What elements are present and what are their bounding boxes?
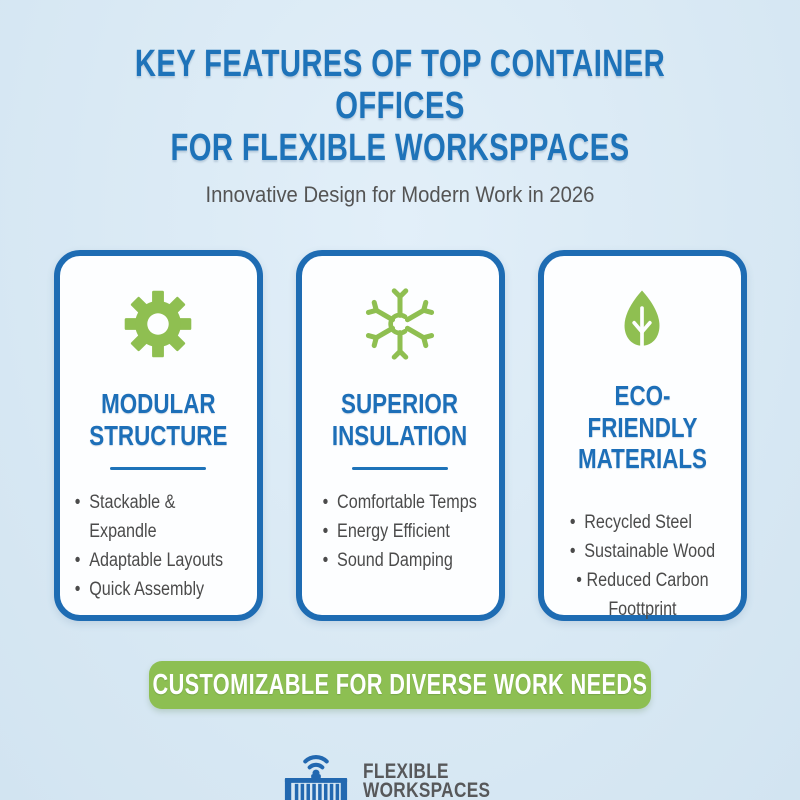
- card-title: SUPERIOR INSULATION: [332, 388, 468, 451]
- customizable-banner: CUSTOMIZABLE FOR DIVERSE WORK NEEDS: [149, 661, 651, 710]
- header: KEY FEATURES OF TOP CONTAINER OFFICES FO…: [0, 0, 800, 208]
- bullet-dot: •: [74, 579, 80, 601]
- bullet-dot: •: [322, 521, 329, 543]
- card-modular-structure: MODULAR STRUCTURE • Stackable & Expandle …: [53, 250, 263, 622]
- logo-line2: WORKSPACES: [362, 778, 491, 800]
- logo-line1: FLEXIBLE: [362, 759, 449, 783]
- card-bullet-list: • Comfortable Temps • Energy Efficient • So…: [323, 488, 477, 575]
- banner-label: CUSTOMIZABLE FOR DIVERSE WORK NEEDS: [152, 668, 648, 701]
- bullet-item: • Reduced Carbon Foottprint: [575, 570, 709, 621]
- bullet-dot: •: [569, 541, 576, 563]
- bullet-item: • Adaptable Layouts: [74, 546, 241, 575]
- bullet-item: • Stackable & Expandle: [74, 488, 241, 546]
- bullet-item: • Sound Damping: [323, 546, 477, 575]
- container-wifi-icon: [282, 742, 350, 800]
- page-subtitle: Innovative Design for Modern Work in 202…: [205, 182, 595, 208]
- snowflake-icon: [364, 286, 436, 362]
- bullet-dot: •: [322, 492, 329, 514]
- bullet-item: • Recycled Steel: [569, 508, 714, 537]
- bullet-dot: •: [569, 512, 576, 534]
- bullet-item: • Sustainable Wood: [569, 537, 714, 566]
- card-divider: [352, 467, 448, 471]
- card-title: MODULAR STRUCTURE: [88, 388, 228, 451]
- gear-icon: [121, 286, 195, 362]
- card-superior-insulation: SUPERIOR INSULATION • Comfortable Temps •…: [295, 250, 505, 622]
- bullet-item: • Energy Efficient: [323, 517, 477, 546]
- bullet-dot: •: [575, 570, 582, 592]
- leaf-icon: [619, 286, 665, 354]
- page-title: KEY FEATURES OF TOP CONTAINER OFFICES FO…: [134, 43, 666, 169]
- bullet-item: • Quick Assembly: [74, 575, 241, 604]
- logo-wordmark: FLEXIBLE WORKSPACES: [362, 759, 491, 800]
- bullet-dot: •: [322, 550, 329, 572]
- bullet-dot: •: [74, 550, 80, 572]
- bullet-dot: •: [74, 492, 80, 514]
- card-bullet-list: • Recycled Steel • Sustainable Wood • Redu…: [569, 508, 714, 624]
- card-bullet-list: • Stackable & Expandle • Adaptable Layouts…: [74, 488, 241, 604]
- feature-cards-row: MODULAR STRUCTURE • Stackable & Expandle …: [0, 250, 800, 624]
- footer-logo: FLEXIBLE WORKSPACES: [0, 742, 800, 800]
- card-divider: [110, 467, 206, 471]
- bullet-item: • Comfortable Temps: [323, 488, 477, 517]
- card-title: ECO-FRIENDLY MATERIALS: [577, 380, 707, 475]
- card-eco-friendly-materials: ECO-FRIENDLY MATERIALS • Recycled Steel •…: [537, 250, 747, 624]
